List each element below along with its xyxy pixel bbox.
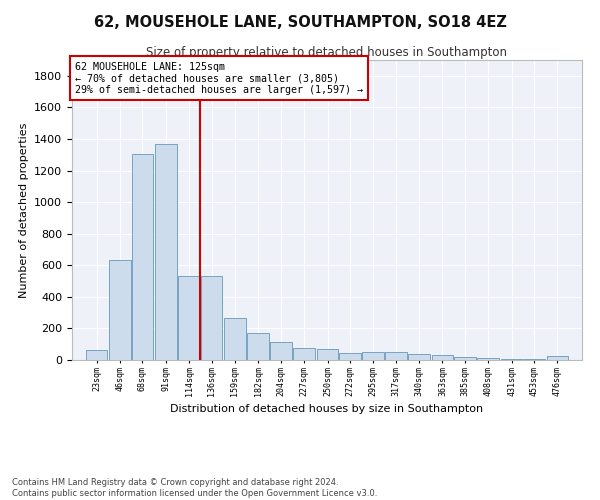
Y-axis label: Number of detached properties: Number of detached properties bbox=[19, 122, 29, 298]
Bar bbox=[431, 355, 453, 360]
Bar bbox=[155, 144, 176, 360]
Bar bbox=[454, 357, 476, 360]
Bar bbox=[408, 354, 430, 360]
Bar bbox=[339, 353, 361, 360]
Bar bbox=[247, 333, 269, 360]
X-axis label: Distribution of detached houses by size in Southampton: Distribution of detached houses by size … bbox=[170, 404, 484, 414]
Bar bbox=[86, 350, 107, 360]
Bar bbox=[109, 260, 131, 360]
Bar bbox=[131, 154, 153, 360]
Bar bbox=[547, 356, 568, 360]
Text: 62, MOUSEHOLE LANE, SOUTHAMPTON, SO18 4EZ: 62, MOUSEHOLE LANE, SOUTHAMPTON, SO18 4E… bbox=[94, 15, 506, 30]
Bar bbox=[523, 359, 545, 360]
Title: Size of property relative to detached houses in Southampton: Size of property relative to detached ho… bbox=[146, 46, 508, 59]
Bar bbox=[478, 358, 499, 360]
Bar bbox=[362, 352, 384, 360]
Bar bbox=[201, 276, 223, 360]
Bar bbox=[501, 358, 523, 360]
Text: 62 MOUSEHOLE LANE: 125sqm
← 70% of detached houses are smaller (3,805)
29% of se: 62 MOUSEHOLE LANE: 125sqm ← 70% of detac… bbox=[74, 62, 362, 94]
Bar bbox=[178, 276, 200, 360]
Bar bbox=[224, 318, 246, 360]
Text: Contains HM Land Registry data © Crown copyright and database right 2024.
Contai: Contains HM Land Registry data © Crown c… bbox=[12, 478, 377, 498]
Bar bbox=[293, 348, 315, 360]
Bar bbox=[385, 352, 407, 360]
Bar bbox=[317, 349, 338, 360]
Bar bbox=[270, 342, 292, 360]
